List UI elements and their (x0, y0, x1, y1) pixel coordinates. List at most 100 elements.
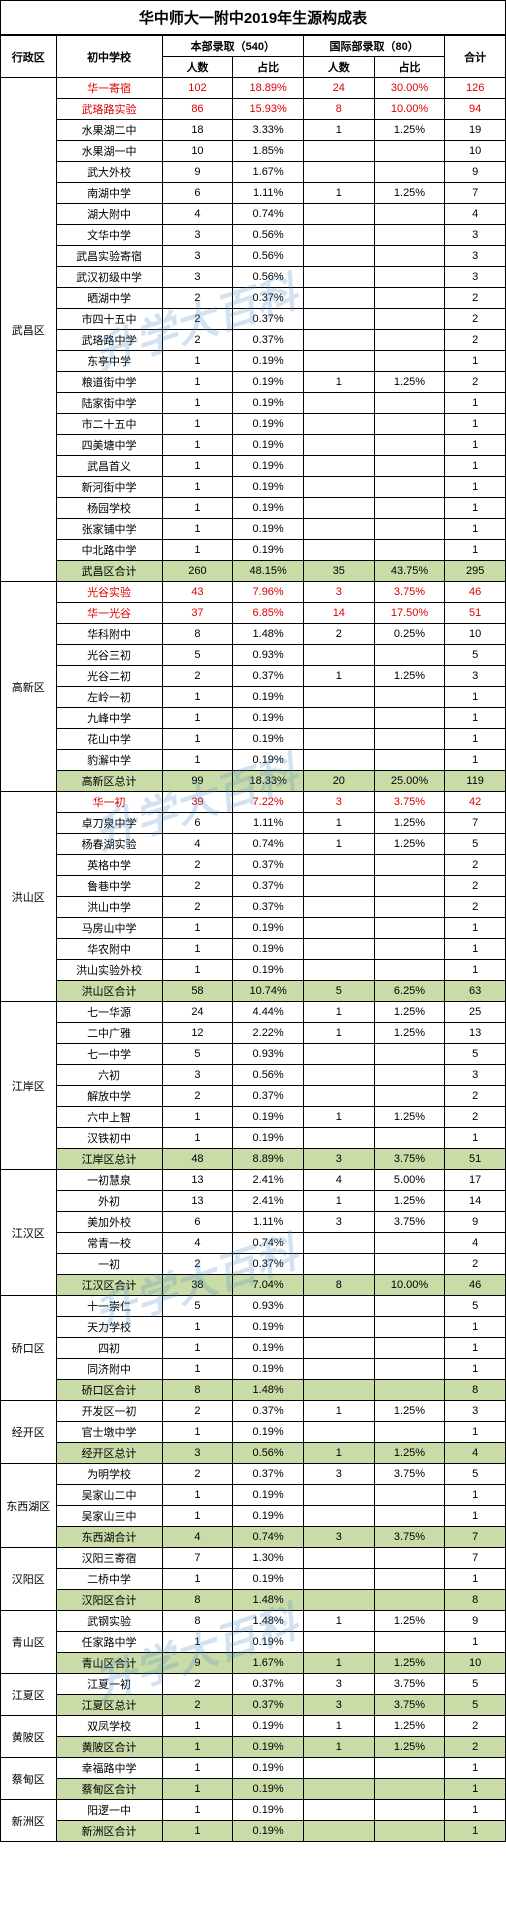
data-cell (303, 1485, 374, 1506)
subtotal-cell: 4 (445, 1443, 506, 1464)
data-cell: 1 (162, 1317, 233, 1338)
data-cell: 武珞路实验 (56, 99, 162, 120)
data-cell: 8 (162, 624, 233, 645)
data-cell: 中北路中学 (56, 540, 162, 561)
data-cell (303, 939, 374, 960)
data-cell: 华农附中 (56, 939, 162, 960)
data-cell (374, 351, 445, 372)
subtotal-cell: 260 (162, 561, 233, 582)
table-row: 四美塘中学10.19%1 (1, 435, 506, 456)
data-cell: 1 (303, 1611, 374, 1632)
data-cell: 2 (162, 666, 233, 687)
data-cell: 2.22% (233, 1023, 304, 1044)
data-cell: 37 (162, 603, 233, 624)
data-cell (374, 1233, 445, 1254)
data-cell: 1 (445, 1338, 506, 1359)
data-cell: 0.37% (233, 1464, 304, 1485)
data-cell: 1 (303, 1023, 374, 1044)
subtotal-cell: 9 (162, 1653, 233, 1674)
data-cell: 1 (445, 1506, 506, 1527)
data-cell: 0.19% (233, 960, 304, 981)
subtotal-cell: 63 (445, 981, 506, 1002)
data-cell: 1.25% (374, 1191, 445, 1212)
data-cell: 光谷三初 (56, 645, 162, 666)
subtotal-cell: 蔡甸区合计 (56, 1779, 162, 1800)
table-row: 武大外校91.67%9 (1, 162, 506, 183)
data-cell: 左岭一初 (56, 687, 162, 708)
data-cell: 0.37% (233, 288, 304, 309)
data-cell (374, 267, 445, 288)
data-cell (374, 519, 445, 540)
data-cell: 30.00% (374, 78, 445, 99)
table-row: 南湖中学61.11%11.25%7 (1, 183, 506, 204)
subtotal-cell (303, 1821, 374, 1842)
table-row: 二中广雅122.22%11.25%13 (1, 1023, 506, 1044)
table-row: 黄陂区双凤学校10.19%11.25%2 (1, 1716, 506, 1737)
subtotal-cell: 43.75% (374, 561, 445, 582)
data-cell: 3 (162, 246, 233, 267)
table-row: 同济附中10.19%1 (1, 1359, 506, 1380)
data-cell: 九峰中学 (56, 708, 162, 729)
data-cell: 14 (303, 603, 374, 624)
data-cell: 0.93% (233, 1044, 304, 1065)
data-cell: 18.89% (233, 78, 304, 99)
table-row: 武昌首义10.19%1 (1, 456, 506, 477)
data-cell: 武昌实验寄宿 (56, 246, 162, 267)
data-cell: 9 (162, 162, 233, 183)
data-cell: 马房山中学 (56, 918, 162, 939)
subtotal-row: 新洲区合计10.19%1 (1, 1821, 506, 1842)
data-cell: 1 (445, 729, 506, 750)
data-cell: 1 (445, 960, 506, 981)
data-cell: 1 (445, 435, 506, 456)
table-row: 高新区光谷实验437.96%33.75%46 (1, 582, 506, 603)
data-cell (303, 1632, 374, 1653)
subtotal-cell: 4 (162, 1527, 233, 1548)
subtotal-cell: 58 (162, 981, 233, 1002)
table-row: 水果湖一中101.85%10 (1, 141, 506, 162)
data-cell: 1 (162, 435, 233, 456)
data-cell: 13 (162, 1170, 233, 1191)
subtotal-cell: 7 (445, 1527, 506, 1548)
table-row: 蔡甸区幸福路中学10.19%1 (1, 1758, 506, 1779)
data-cell: 3 (162, 1065, 233, 1086)
table-row: 湖大附中40.74%4 (1, 204, 506, 225)
data-cell: 1 (303, 372, 374, 393)
data-cell: 3 (303, 1212, 374, 1233)
data-cell (374, 1422, 445, 1443)
data-cell: 1.48% (233, 624, 304, 645)
data-cell: 武钢实验 (56, 1611, 162, 1632)
table-row: 洪山实验外校10.19%1 (1, 960, 506, 981)
data-cell: 0.37% (233, 897, 304, 918)
subtotal-cell: 0.56% (233, 1443, 304, 1464)
data-cell: 19 (445, 120, 506, 141)
data-cell (374, 309, 445, 330)
subtotal-cell: 1 (303, 1443, 374, 1464)
data-cell: 14 (445, 1191, 506, 1212)
table-row: 市二十五中10.19%1 (1, 414, 506, 435)
table-row: 中北路中学10.19%1 (1, 540, 506, 561)
subtotal-cell: 硚口区合计 (56, 1380, 162, 1401)
data-cell: 1.25% (374, 183, 445, 204)
data-cell (374, 393, 445, 414)
data-cell: 0.37% (233, 330, 304, 351)
data-cell: 46 (445, 582, 506, 603)
data-cell: 1.25% (374, 372, 445, 393)
data-cell: 1.25% (374, 813, 445, 834)
data-cell: 4 (445, 204, 506, 225)
subtotal-cell: 5 (303, 981, 374, 1002)
subtotal-cell: 10.74% (233, 981, 304, 1002)
data-cell: 2 (162, 1674, 233, 1695)
data-cell (374, 456, 445, 477)
data-cell (374, 246, 445, 267)
data-cell: 1 (445, 750, 506, 771)
data-cell: 解放中学 (56, 1086, 162, 1107)
data-cell (303, 1254, 374, 1275)
data-cell: 湖大附中 (56, 204, 162, 225)
data-cell: 2 (162, 1464, 233, 1485)
subtotal-cell: 295 (445, 561, 506, 582)
table-row: 豹澥中学10.19%1 (1, 750, 506, 771)
data-cell: 江夏一初 (56, 1674, 162, 1695)
data-cell: 0.56% (233, 225, 304, 246)
subtotal-cell: 2 (445, 1737, 506, 1758)
data-cell (374, 1128, 445, 1149)
